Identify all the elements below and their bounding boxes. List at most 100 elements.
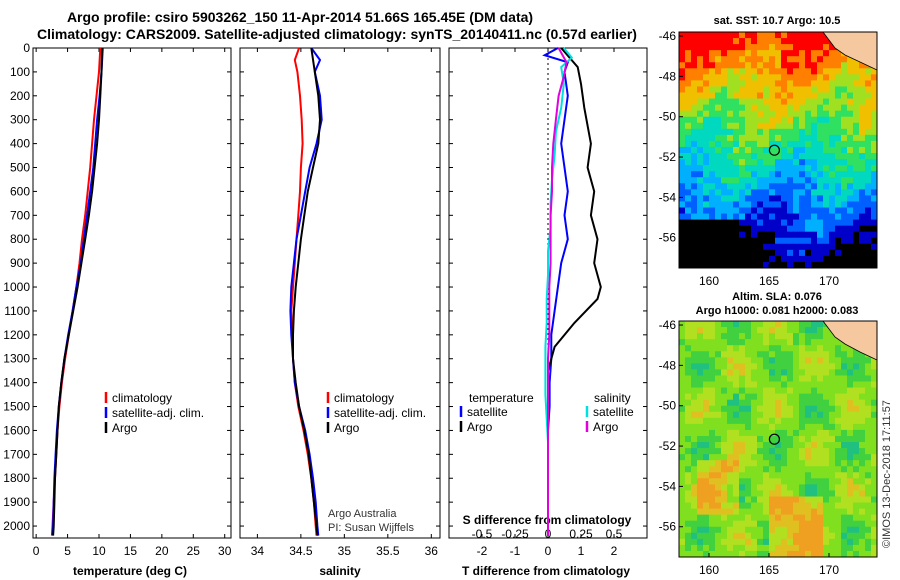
sst-cell — [853, 261, 860, 269]
sla-cell — [727, 508, 734, 516]
sst-cell — [841, 171, 848, 178]
sst-cell — [685, 171, 692, 178]
sst-cell — [745, 237, 752, 245]
sla-cell — [769, 429, 776, 437]
sla-cell — [787, 405, 794, 413]
sla-cell — [745, 411, 752, 419]
sla-cell — [871, 466, 878, 473]
sla-cell — [841, 478, 848, 485]
sst-cell — [829, 153, 836, 160]
sst-cell — [841, 74, 848, 81]
sla-cell — [727, 496, 734, 503]
sst-cell — [709, 44, 716, 51]
sst-cell — [871, 98, 878, 106]
sla-cell — [703, 387, 710, 395]
sst-cell — [733, 104, 740, 112]
sla-cell — [871, 357, 878, 364]
sla-cell — [739, 405, 746, 413]
sst-cell — [799, 255, 806, 263]
sst-cell — [871, 201, 878, 208]
legend-label: satellite — [593, 405, 634, 419]
sla-cell — [685, 369, 692, 376]
sla-cell — [757, 514, 764, 522]
difference-xlabel: T difference from climatology — [462, 564, 630, 578]
sst-cell — [775, 243, 782, 251]
sst-cell — [817, 86, 824, 93]
sla-cell — [769, 327, 776, 334]
sla-cell — [685, 381, 692, 388]
sla-cell — [757, 393, 764, 401]
sst-cell — [775, 32, 782, 39]
sst-cell — [781, 62, 788, 69]
sla-cell — [739, 526, 746, 534]
sla-cell — [697, 345, 704, 352]
sla-cell — [697, 484, 704, 491]
sla-cell — [715, 442, 722, 449]
sla-cell — [709, 393, 716, 401]
sla-cell — [733, 429, 740, 437]
sst-cell — [871, 153, 878, 160]
sst-cell — [865, 231, 872, 239]
sst-cell — [871, 213, 878, 220]
sla-cell — [745, 339, 752, 346]
sst-cell — [679, 74, 686, 81]
sst-cell — [751, 159, 758, 166]
sla-cell — [829, 538, 836, 546]
sst-cell — [859, 261, 866, 269]
sst-cell — [817, 38, 824, 45]
x-tick-label: 20 — [155, 544, 169, 558]
sst-cell — [763, 207, 770, 214]
sst-cell — [787, 219, 794, 227]
sst-cell — [865, 153, 872, 160]
sla-cell — [721, 532, 728, 540]
sst-cell — [697, 183, 704, 190]
sla-cell — [685, 442, 692, 449]
sst-cell — [691, 92, 698, 99]
sst-cell — [871, 116, 878, 124]
sst-cell — [685, 50, 692, 57]
sla-cell — [787, 363, 794, 370]
sst-cell — [763, 44, 770, 51]
sst-cell — [817, 104, 824, 112]
sla-cell — [679, 490, 686, 497]
sst-cell — [769, 177, 776, 184]
sst-cell — [685, 98, 692, 106]
sst-cell — [697, 116, 704, 124]
sst-cell — [835, 140, 842, 148]
sla-cell — [811, 351, 818, 358]
sst-cell — [721, 86, 728, 93]
sst-cell — [865, 122, 872, 130]
sla-cell — [817, 381, 824, 388]
sla-cell — [751, 454, 758, 461]
sla-cell — [817, 478, 824, 485]
sst-cell — [793, 159, 800, 166]
sla-cell — [709, 435, 716, 443]
sst-cell — [811, 74, 818, 81]
sst-cell — [685, 153, 692, 160]
sla-cell — [835, 393, 842, 401]
sst-cell — [709, 38, 716, 45]
sla-cell — [781, 411, 788, 419]
sst-cell — [865, 110, 872, 118]
legend-label: climatology — [112, 391, 172, 405]
sst-cell — [793, 261, 800, 269]
sst-cell — [865, 183, 872, 190]
sst-cell — [853, 243, 860, 251]
sla-cell — [799, 423, 806, 431]
sst-cell — [757, 140, 764, 148]
map-y-tick-label: -52 — [659, 439, 677, 453]
sla-cell — [829, 460, 836, 467]
sst-cell — [697, 213, 704, 220]
sst-cell — [871, 237, 878, 245]
legend-label: Argo — [112, 421, 138, 435]
sst-cell — [715, 207, 722, 214]
sla-cell — [769, 369, 776, 376]
sla-cell — [691, 550, 698, 558]
sla-cell — [709, 417, 716, 425]
sla-cell — [871, 520, 878, 528]
sla-cell — [685, 460, 692, 467]
sst-cell — [859, 86, 866, 93]
sst-cell — [709, 213, 716, 220]
sla-cell — [721, 502, 728, 509]
sst-cell — [787, 255, 794, 263]
